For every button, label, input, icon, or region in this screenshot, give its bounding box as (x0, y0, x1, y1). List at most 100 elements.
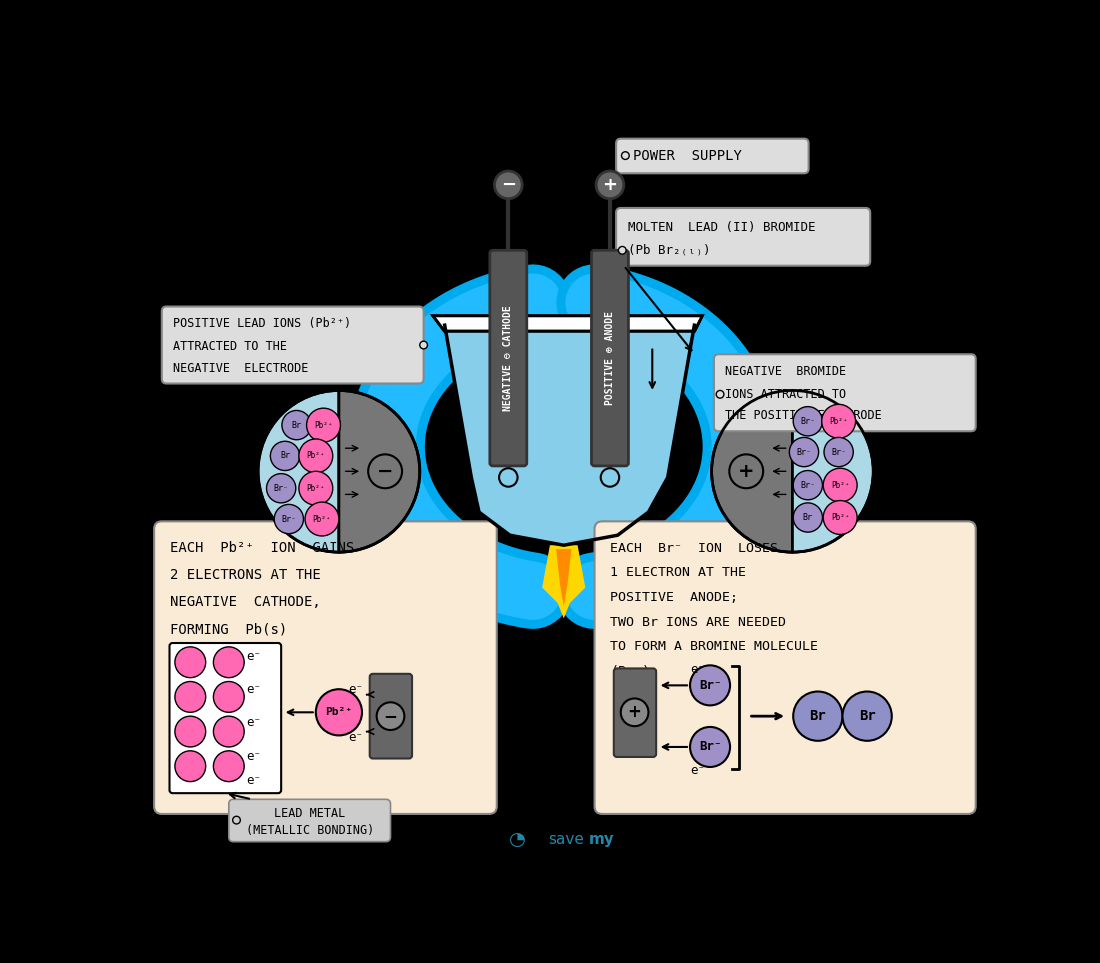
Circle shape (620, 698, 649, 726)
Text: NEGATIVE ⊖ CATHODE: NEGATIVE ⊖ CATHODE (504, 305, 514, 411)
Text: POWER  SUPPLY: POWER SUPPLY (634, 148, 741, 163)
Text: Pb²⁺: Pb²⁺ (830, 481, 849, 489)
Circle shape (316, 690, 362, 736)
Text: EACH  Br⁻  ION  LOSES: EACH Br⁻ ION LOSES (609, 542, 778, 555)
Circle shape (793, 406, 823, 436)
Polygon shape (433, 316, 703, 331)
Circle shape (376, 702, 405, 730)
Circle shape (213, 751, 244, 782)
Text: MOLTEN  LEAD (II) BROMIDE: MOLTEN LEAD (II) BROMIDE (628, 221, 815, 234)
FancyBboxPatch shape (616, 139, 808, 173)
Text: −: − (377, 462, 394, 481)
Circle shape (299, 471, 332, 506)
Text: Br: Br (859, 709, 876, 723)
FancyBboxPatch shape (614, 668, 656, 757)
Text: LEAD METAL: LEAD METAL (274, 807, 345, 820)
FancyBboxPatch shape (616, 208, 870, 266)
Circle shape (175, 751, 206, 782)
Polygon shape (557, 549, 572, 607)
Polygon shape (542, 545, 585, 618)
Text: (Pb Br₂₍ₗ₎): (Pb Br₂₍ₗ₎) (628, 244, 711, 257)
Circle shape (368, 455, 403, 488)
FancyBboxPatch shape (595, 521, 976, 814)
Text: exams: exams (609, 832, 660, 846)
Polygon shape (444, 324, 695, 545)
FancyBboxPatch shape (490, 250, 527, 466)
Text: POSITIVE  ANODE;: POSITIVE ANODE; (609, 591, 738, 604)
Circle shape (307, 408, 341, 442)
Circle shape (495, 171, 522, 198)
Circle shape (213, 647, 244, 678)
Circle shape (621, 152, 629, 160)
Circle shape (213, 716, 244, 747)
Circle shape (175, 716, 206, 747)
Circle shape (729, 455, 763, 488)
Text: Br⁻: Br⁻ (698, 679, 722, 691)
Text: IONS ATTRACTED TO: IONS ATTRACTED TO (726, 388, 847, 401)
Text: NEGATIVE  BROMIDE: NEGATIVE BROMIDE (726, 365, 847, 377)
Text: e⁻: e⁻ (246, 773, 262, 787)
Text: Br: Br (810, 709, 826, 723)
Circle shape (175, 682, 206, 713)
Text: Pb²⁺: Pb²⁺ (307, 483, 326, 493)
FancyBboxPatch shape (162, 306, 424, 383)
Text: NEGATIVE  ELECTRODE: NEGATIVE ELECTRODE (174, 362, 309, 375)
Circle shape (824, 437, 854, 467)
Text: POSITIVE ⊕ ANODE: POSITIVE ⊕ ANODE (605, 311, 615, 405)
Text: POSITIVE LEAD IONS (Pb²⁺): POSITIVE LEAD IONS (Pb²⁺) (174, 317, 352, 330)
Text: Br⁻: Br⁻ (832, 448, 846, 456)
Circle shape (823, 468, 857, 502)
Text: Pb²⁺: Pb²⁺ (315, 421, 333, 429)
Text: Pb²⁺: Pb²⁺ (312, 514, 331, 524)
Text: e⁻: e⁻ (246, 716, 262, 729)
Circle shape (271, 441, 299, 471)
Wedge shape (339, 390, 420, 552)
Text: (METALLIC BONDING): (METALLIC BONDING) (245, 823, 374, 837)
Text: +: + (738, 462, 755, 481)
Circle shape (690, 665, 730, 705)
Text: Br⁻: Br⁻ (801, 417, 815, 426)
FancyBboxPatch shape (154, 521, 497, 814)
Circle shape (822, 404, 856, 438)
Text: Br⁻: Br⁻ (796, 448, 812, 456)
Circle shape (823, 501, 857, 534)
FancyBboxPatch shape (169, 643, 282, 794)
FancyBboxPatch shape (714, 354, 976, 431)
Text: save: save (549, 832, 584, 846)
Text: Br: Br (280, 452, 290, 460)
Text: Pb²⁺: Pb²⁺ (326, 707, 352, 717)
Circle shape (232, 817, 240, 824)
FancyBboxPatch shape (370, 674, 412, 759)
Text: +: + (603, 176, 617, 194)
Text: 2 ELECTRONS AT THE: 2 ELECTRONS AT THE (169, 568, 320, 583)
Text: e⁻: e⁻ (349, 683, 363, 695)
Circle shape (175, 647, 206, 678)
Text: THE POSITIVE ELECTRODE: THE POSITIVE ELECTRODE (726, 409, 882, 423)
Circle shape (420, 341, 428, 349)
Wedge shape (792, 390, 873, 552)
Text: 1 ELECTRON AT THE: 1 ELECTRON AT THE (609, 566, 746, 580)
Text: Br⁻: Br⁻ (698, 741, 722, 753)
Text: Br: Br (292, 421, 301, 429)
Circle shape (793, 691, 843, 741)
Text: e⁻: e⁻ (246, 650, 262, 664)
Text: Pb²⁺: Pb²⁺ (829, 417, 848, 426)
Circle shape (618, 247, 626, 254)
Text: e⁻: e⁻ (690, 764, 705, 776)
Text: (Br₂): (Br₂) (609, 665, 650, 678)
Circle shape (690, 727, 730, 767)
Text: +: + (628, 703, 641, 721)
Text: NEGATIVE  CATHODE,: NEGATIVE CATHODE, (169, 595, 320, 610)
Text: e⁻: e⁻ (349, 731, 363, 744)
Circle shape (716, 390, 724, 398)
Text: e⁻: e⁻ (246, 750, 262, 763)
Circle shape (843, 691, 892, 741)
Text: e⁻: e⁻ (690, 664, 705, 676)
Text: −: − (500, 176, 516, 194)
Circle shape (274, 505, 304, 534)
Wedge shape (712, 390, 792, 552)
Text: FORMING  Pb(s): FORMING Pb(s) (169, 622, 287, 637)
Circle shape (266, 474, 296, 503)
Circle shape (790, 437, 818, 467)
Circle shape (282, 410, 311, 440)
